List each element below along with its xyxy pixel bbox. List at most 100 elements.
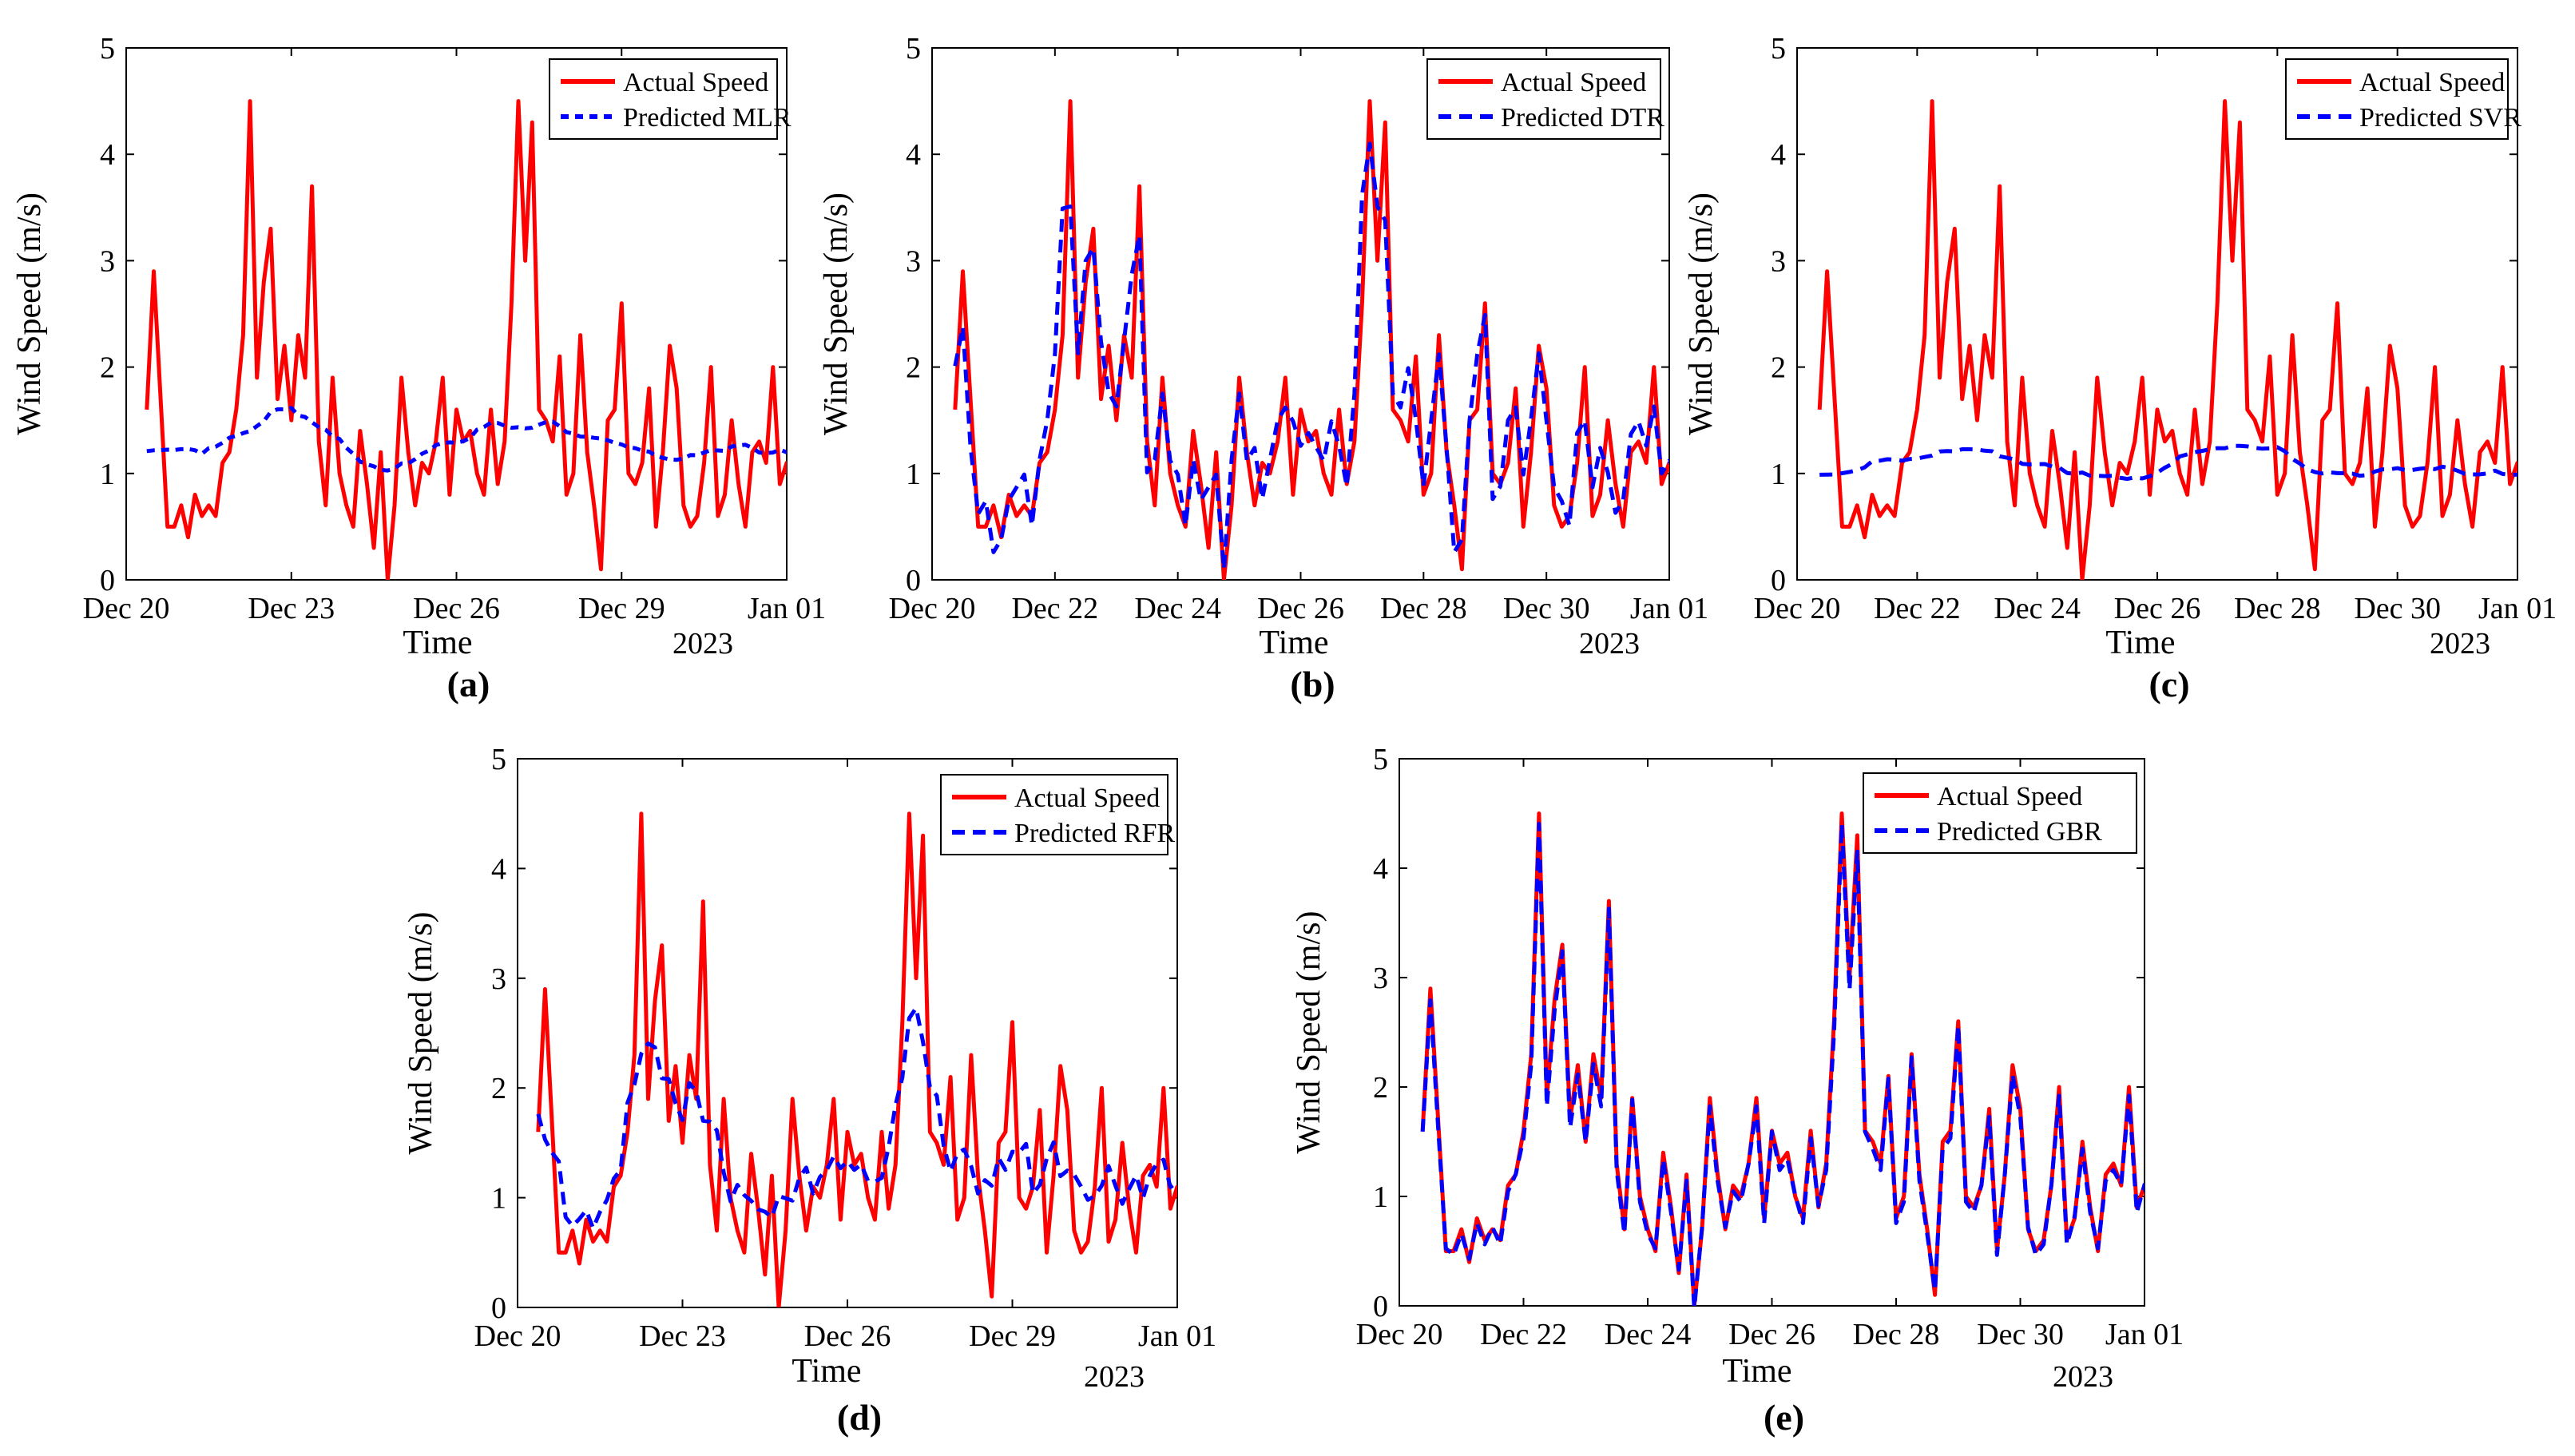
y-tick-label: 3 — [906, 244, 921, 278]
chart-panel-d: 0 1 2 3 4 5 Dec 20 Dec 23 Dec 26 Dec 29 Jan 01 Wind… — [403, 743, 1216, 1438]
chart-panel-a: 0 1 2 3 4 5 Dec 20 Dec 23 Dec 26 Dec 29 Jan 01 Wind… — [11, 32, 826, 704]
panel-label: (d) — [837, 1397, 882, 1438]
y-tick-label: 3 — [491, 962, 506, 996]
series-actual-speed — [536, 811, 1177, 1307]
x-tick-label: Dec 24 — [1994, 592, 2081, 625]
x-tick-label: Dec 28 — [2234, 592, 2321, 625]
y-tick-label: 4 — [1373, 852, 1388, 886]
y-tick-label: 1 — [906, 458, 921, 491]
x-tick-label: Dec 20 — [1754, 592, 1841, 625]
y-axis-label: Wind Speed (m/s) — [818, 192, 855, 435]
legend-label-predicted: Predicted GBR — [1937, 817, 2102, 847]
x-tick-label: Dec 24 — [1605, 1318, 1692, 1351]
y-tick-label: 2 — [100, 351, 115, 385]
x-tick-label: Dec 22 — [1874, 592, 1961, 625]
series-predicted — [1819, 443, 2517, 482]
y-tick-label: 5 — [491, 743, 506, 776]
x-axis-label: Time — [792, 1353, 861, 1390]
x-tick-label: Dec 22 — [1011, 592, 1098, 625]
legend-box — [1863, 772, 2137, 854]
legend-label-actual: Actual Speed — [1014, 784, 1160, 813]
chart-panel-c: 0 1 2 3 4 5 Dec 20 Dec 22 Dec 24 Dec 26 Dec 28 Dec … — [1683, 32, 2557, 704]
legend: Actual Speed Predicted GBR — [1863, 772, 2137, 854]
year-label: 2023 — [673, 627, 733, 661]
y-tick-label: 3 — [100, 244, 115, 278]
x-tick-label: Dec 26 — [1257, 592, 1344, 625]
panel-label: (e) — [1764, 1397, 1804, 1438]
legend-label-actual: Actual Speed — [1501, 68, 1646, 97]
year-label: 2023 — [2430, 627, 2490, 661]
x-tick-label: Dec 20 — [474, 1319, 561, 1353]
x-axis-label: Time — [1259, 625, 1328, 661]
y-tick-label: 5 — [1373, 743, 1388, 776]
legend-label-actual: Actual Speed — [623, 68, 768, 97]
y-tick-label: 5 — [100, 32, 115, 65]
y-tick-label: 3 — [1373, 962, 1388, 995]
y-tick-label: 2 — [1373, 1071, 1388, 1105]
y-axis-label: Wind Speed (m/s) — [11, 192, 48, 435]
x-tick-label: Dec 22 — [1480, 1318, 1567, 1351]
x-tick-label: Dec 30 — [1977, 1318, 2064, 1351]
x-tick-label: Jan 01 — [748, 592, 826, 625]
series-actual-speed — [1817, 99, 2517, 580]
x-tick-label: Jan 01 — [1630, 592, 1708, 625]
x-tick-label: Dec 29 — [578, 592, 665, 625]
y-tick-label: 0 — [100, 564, 115, 597]
year-label: 2023 — [2053, 1360, 2113, 1394]
x-tick-label: Jan 01 — [2105, 1318, 2184, 1351]
y-tick-label: 1 — [1771, 458, 1786, 491]
year-label: 2023 — [1084, 1360, 1145, 1394]
x-tick-label: Jan 01 — [2478, 592, 2557, 625]
x-tick-label: Dec 26 — [1728, 1318, 1815, 1351]
y-tick-label: 5 — [1771, 32, 1786, 65]
legend-box — [940, 774, 1168, 855]
legend: Actual Speed Predicted MLR — [549, 58, 792, 140]
y-tick-label: 0 — [1373, 1290, 1388, 1323]
y-tick-label: 0 — [1771, 564, 1786, 597]
legend-label-predicted: Predicted MLR — [623, 103, 792, 133]
y-tick-label: 4 — [906, 138, 921, 172]
legend-label-actual: Actual Speed — [2359, 68, 2505, 97]
x-tick-label: Dec 20 — [1356, 1318, 1443, 1351]
legend: Actual Speed Predicted RFR — [940, 774, 1175, 855]
legend-box — [2285, 58, 2509, 140]
panel-label: (b) — [1290, 664, 1335, 704]
x-axis-label: Time — [2105, 625, 2175, 661]
x-tick-label: Dec 20 — [889, 592, 976, 625]
y-tick-label: 5 — [906, 32, 921, 65]
chart-panel-b: 0 1 2 3 4 5 Dec 20 Dec 22 Dec 24 Dec 26 Dec 28 Dec … — [818, 32, 1708, 704]
y-tick-label: 4 — [1771, 138, 1786, 172]
x-axis-label: Time — [403, 625, 472, 661]
x-tick-label: Dec 26 — [804, 1319, 891, 1353]
x-tick-label: Jan 01 — [1138, 1319, 1216, 1353]
x-axis-label: Time — [1722, 1353, 1791, 1390]
x-tick-label: Dec 26 — [413, 592, 500, 625]
legend: Actual Speed Predicted DTR — [1426, 58, 1664, 140]
x-tick-label: Dec 30 — [1503, 592, 1590, 625]
series-predicted — [536, 1006, 1177, 1231]
x-tick-label: Dec 20 — [83, 592, 170, 625]
legend-box — [549, 58, 778, 140]
y-tick-label: 2 — [1771, 351, 1786, 385]
y-tick-label: 1 — [1373, 1180, 1388, 1214]
y-tick-label: 0 — [491, 1291, 506, 1325]
y-tick-label: 1 — [100, 458, 115, 491]
x-tick-label: Dec 30 — [2354, 592, 2441, 625]
panel-label: (a) — [447, 664, 490, 704]
y-axis-label: Wind Speed (m/s) — [403, 912, 439, 1155]
x-tick-label: Dec 23 — [639, 1319, 726, 1353]
legend-label-predicted: Predicted SVR — [2359, 103, 2521, 133]
series-predicted — [1420, 822, 2145, 1306]
y-tick-label: 4 — [100, 138, 115, 172]
series-actual-speed — [145, 99, 787, 580]
y-tick-label: 2 — [491, 1072, 506, 1105]
chart-panel-e: 0 1 2 3 4 5 Dec 20 Dec 22 Dec 24 Dec 26 Dec 28 Dec … — [1291, 743, 2184, 1438]
y-tick-label: 1 — [491, 1182, 506, 1216]
y-axis-label: Wind Speed (m/s) — [1683, 192, 1720, 435]
legend: Actual Speed Predicted SVR — [2285, 58, 2521, 140]
series-predicted — [953, 141, 1669, 572]
legend-box — [1426, 58, 1661, 140]
legend-label-actual: Actual Speed — [1937, 782, 2082, 811]
